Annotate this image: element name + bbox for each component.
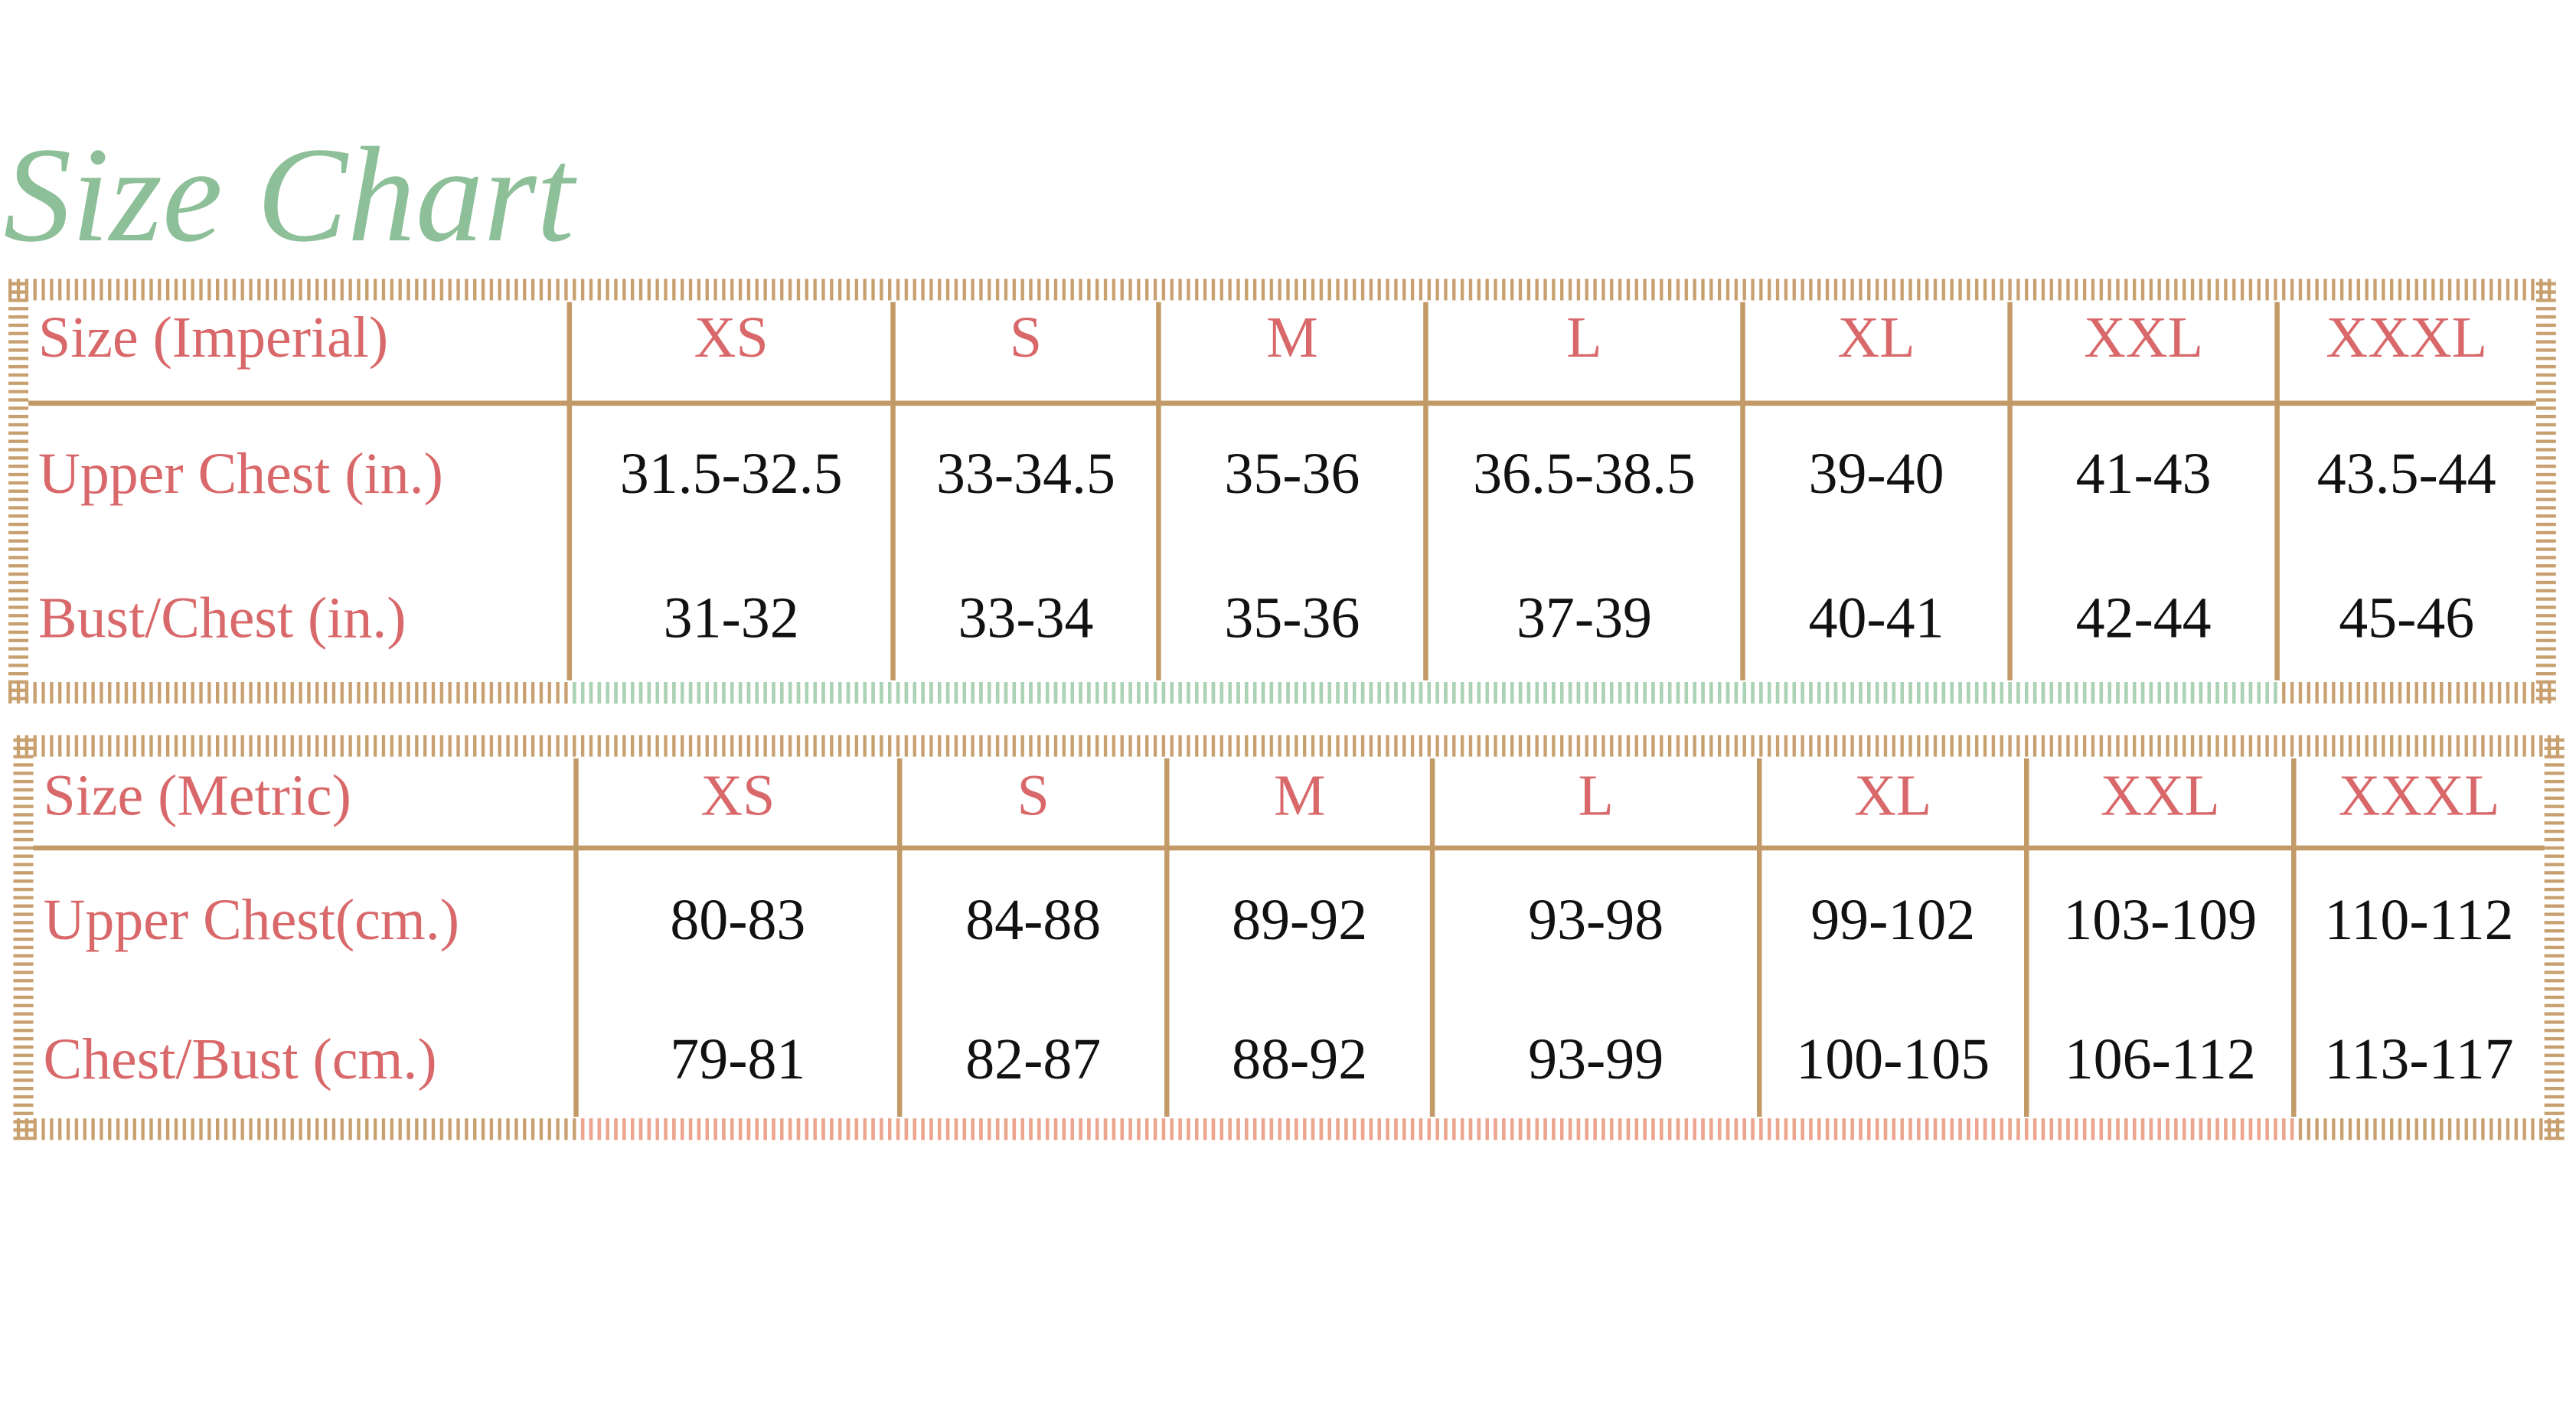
- size-value: 35-36: [1224, 442, 1360, 506]
- size-value: 113-117: [2324, 1027, 2513, 1091]
- size-header: XXL: [2101, 764, 2220, 828]
- border-right: [2535, 279, 2556, 704]
- size-value: 80-83: [670, 888, 805, 952]
- size-value: 33-34.5: [936, 442, 1115, 506]
- size-value: 79-81: [670, 1027, 805, 1091]
- size-header: XL: [1854, 764, 1931, 828]
- size-value: 110-112: [2324, 888, 2513, 952]
- size-value: 39-40: [1809, 442, 1944, 506]
- border-bottom-accent: [569, 682, 2277, 704]
- size-value: 42-44: [2076, 586, 2212, 651]
- size-value: 89-92: [1232, 888, 1367, 952]
- border-top: [13, 735, 2565, 757]
- row-label: Upper Chest (in.): [38, 442, 443, 506]
- size-header: L: [1566, 305, 1601, 370]
- size-value: 88-92: [1232, 1027, 1367, 1091]
- size-header: XS: [700, 764, 775, 828]
- size-header: XL: [1837, 305, 1915, 370]
- row-label: Chest/Bust (cm.): [44, 1027, 437, 1091]
- row-label: Upper Chest(cm.): [44, 888, 460, 952]
- title: Size Chart: [4, 120, 577, 270]
- border-left: [13, 735, 34, 1140]
- size-header: XXXL: [2339, 764, 2500, 828]
- size-value: 82-87: [965, 1027, 1101, 1091]
- size-header: XXXL: [2326, 305, 2487, 370]
- size-value: 100-105: [1796, 1027, 1990, 1091]
- size-value: 31-32: [664, 586, 799, 651]
- size-value: 40-41: [1809, 586, 1944, 651]
- size-value: 37-39: [1517, 586, 1652, 651]
- size-value: 84-88: [965, 888, 1101, 952]
- size-value: 93-99: [1528, 1027, 1663, 1091]
- size-value: 35-36: [1224, 586, 1360, 651]
- header-label: Size (Metric): [44, 764, 351, 828]
- size-value: 106-112: [2065, 1027, 2256, 1091]
- size-header: L: [1578, 764, 1613, 828]
- size-value: 41-43: [2076, 442, 2212, 506]
- border-left: [8, 279, 29, 704]
- size-value: 99-102: [1810, 888, 1975, 952]
- size-value: 36.5-38.5: [1473, 442, 1696, 506]
- size-header: S: [1010, 305, 1042, 370]
- size-value: 93-98: [1528, 888, 1663, 952]
- size-header: S: [1017, 764, 1050, 828]
- size-value: 43.5-44: [2317, 442, 2496, 506]
- size-header: M: [1266, 305, 1317, 370]
- size-value: 33-34: [958, 586, 1093, 651]
- header-label: Size (Imperial): [38, 305, 388, 370]
- size-value: 31.5-32.5: [620, 442, 843, 506]
- border-bottom-accent: [576, 1118, 2294, 1140]
- row-label: Bust/Chest (in.): [38, 586, 406, 651]
- size-header: M: [1274, 764, 1325, 828]
- size-value: 103-109: [2063, 888, 2257, 952]
- size-value: 45-46: [2339, 586, 2474, 651]
- size-header: XXL: [2084, 305, 2203, 370]
- size-header: XS: [694, 305, 769, 370]
- border-top: [8, 279, 2556, 301]
- border-right: [2544, 735, 2565, 1140]
